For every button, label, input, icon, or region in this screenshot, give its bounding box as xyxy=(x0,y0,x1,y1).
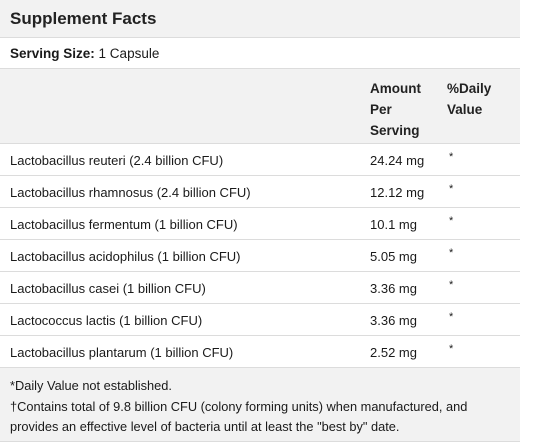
footnote-cfu-total: †Contains total of 9.8 billion CFU (colo… xyxy=(10,398,468,435)
ingredient-name: Lactobacillus reuteri (2.4 billion CFU) xyxy=(10,153,224,168)
ingredient-daily-value: * xyxy=(449,279,454,291)
footnote-daily-value: *Daily Value not established. xyxy=(10,378,172,393)
ingredient-amount: 10.1 mg xyxy=(370,217,417,232)
daily-value-header: %Daily Value xyxy=(447,78,517,120)
ingredient-amount: 12.12 mg xyxy=(370,185,425,200)
serving-size: Serving Size: 1 Capsule xyxy=(0,38,520,69)
ingredient-name: Lactobacillus plantarum (1 billion CFU) xyxy=(10,345,234,360)
panel-title: Supplement Facts xyxy=(0,0,520,38)
table-row: Lactobacillus rhamnosus (2.4 billion CFU… xyxy=(0,176,520,208)
table-row: Lactobacillus fermentum (1 billion CFU) … xyxy=(0,208,520,240)
amount-header-line: Per xyxy=(370,102,392,117)
table-header: Amount Per Serving %Daily Value xyxy=(0,69,520,144)
dv-header-line: %Daily xyxy=(447,81,492,96)
ingredient-amount: 3.36 mg xyxy=(370,281,417,296)
table-row: Lactococcus lactis (1 billion CFU) 3.36 … xyxy=(0,304,520,336)
ingredient-name: Lactobacillus fermentum (1 billion CFU) xyxy=(10,217,238,232)
amount-header-line: Amount xyxy=(370,81,421,96)
ingredient-name: Lactococcus lactis (1 billion CFU) xyxy=(10,313,203,328)
ingredient-daily-value: * xyxy=(449,215,454,227)
ingredient-name: Lactobacillus acidophilus (1 billion CFU… xyxy=(10,249,241,264)
ingredient-name: Lactobacillus rhamnosus (2.4 billion CFU… xyxy=(10,185,251,200)
ingredient-amount: 2.52 mg xyxy=(370,345,417,360)
serving-size-value: 1 Capsule xyxy=(98,46,160,61)
amount-per-serving-header: Amount Per Serving xyxy=(370,78,440,141)
serving-size-label: Serving Size: xyxy=(10,46,95,61)
table-row: Lactobacillus reuteri (2.4 billion CFU) … xyxy=(0,144,520,176)
dv-header-line: Value xyxy=(447,102,483,117)
ingredient-daily-value: * xyxy=(449,247,454,259)
ingredient-daily-value: * xyxy=(449,151,454,163)
table-row: Lactobacillus acidophilus (1 billion CFU… xyxy=(0,240,520,272)
ingredient-amount: 24.24 mg xyxy=(370,153,425,168)
ingredient-daily-value: * xyxy=(449,183,454,195)
ingredient-name: Lactobacillus casei (1 billion CFU) xyxy=(10,281,206,296)
table-row: Lactobacillus casei (1 billion CFU) 3.36… xyxy=(0,272,520,304)
ingredient-amount: 5.05 mg xyxy=(370,249,417,264)
footnotes: *Daily Value not established. †Contains … xyxy=(0,368,520,442)
amount-header-line: Serving xyxy=(370,123,420,138)
ingredient-amount: 3.36 mg xyxy=(370,313,417,328)
ingredient-daily-value: * xyxy=(449,311,454,323)
supplement-facts-panel: Supplement Facts Serving Size: 1 Capsule… xyxy=(0,0,520,442)
table-row: Lactobacillus plantarum (1 billion CFU) … xyxy=(0,336,520,368)
ingredient-daily-value: * xyxy=(449,343,454,355)
